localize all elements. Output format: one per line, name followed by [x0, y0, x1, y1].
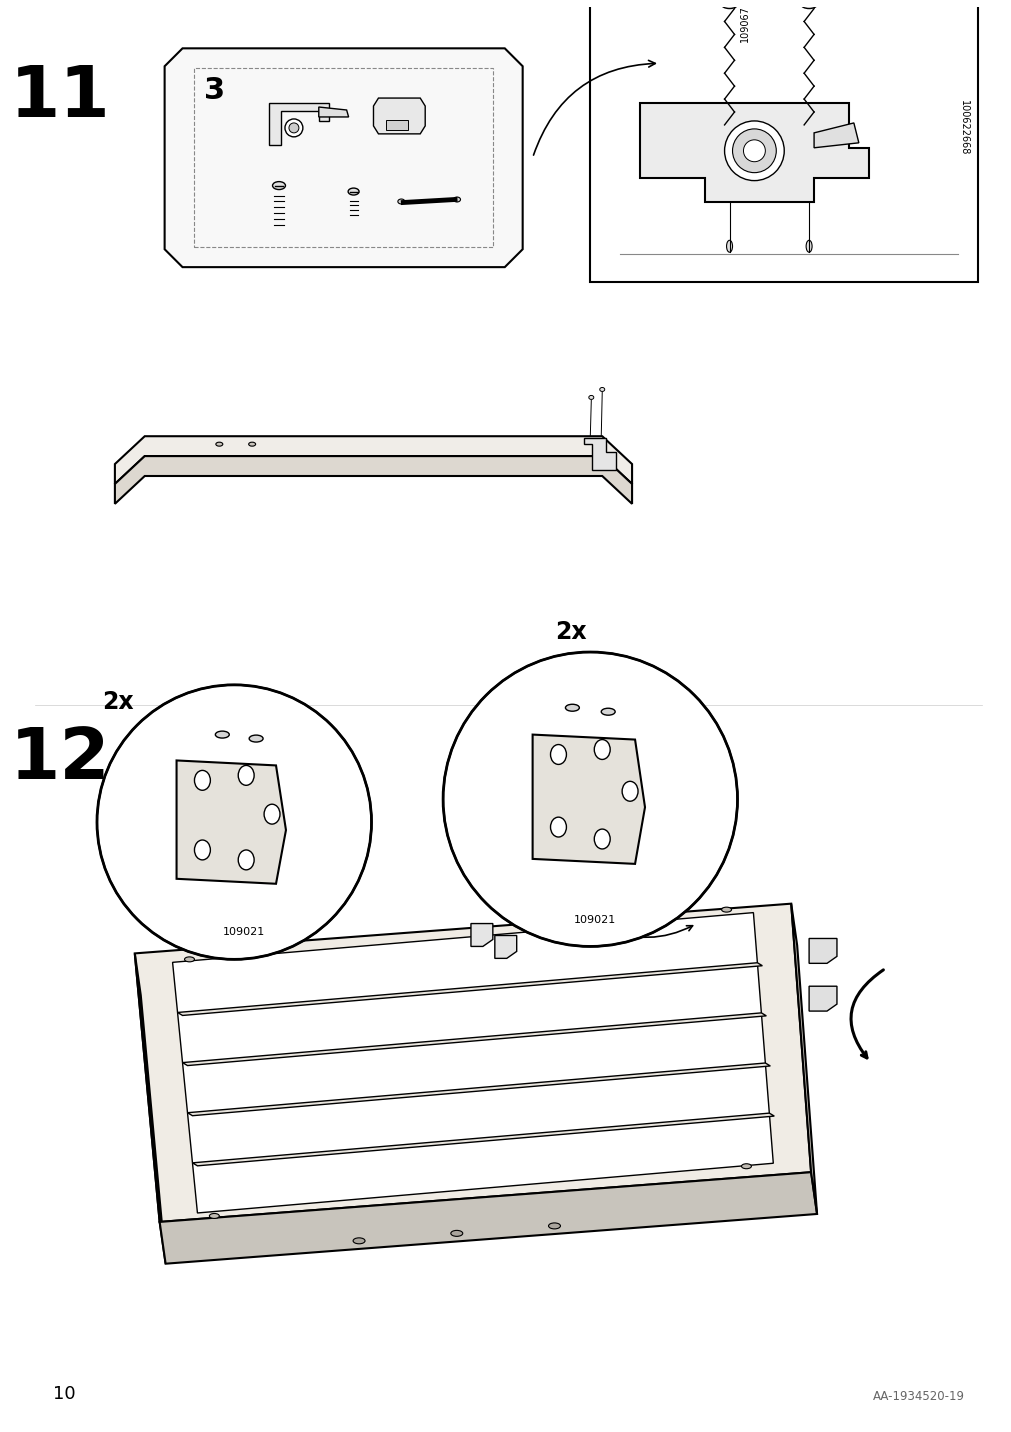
Ellipse shape: [565, 705, 578, 712]
Polygon shape: [583, 438, 616, 470]
Circle shape: [743, 140, 764, 162]
Ellipse shape: [238, 851, 254, 869]
Circle shape: [443, 652, 737, 947]
Ellipse shape: [600, 388, 605, 391]
Ellipse shape: [550, 818, 566, 838]
Polygon shape: [187, 1063, 769, 1116]
Polygon shape: [470, 924, 492, 947]
Ellipse shape: [215, 442, 222, 447]
Polygon shape: [160, 1173, 816, 1263]
Ellipse shape: [249, 735, 263, 742]
Text: 109021: 109021: [222, 928, 265, 938]
Text: 11: 11: [10, 63, 110, 132]
Circle shape: [289, 123, 298, 133]
Ellipse shape: [601, 709, 615, 715]
Ellipse shape: [622, 782, 637, 802]
Bar: [386, 120, 407, 130]
Text: 100622668: 100622668: [958, 100, 969, 156]
Ellipse shape: [450, 1230, 462, 1236]
Polygon shape: [791, 904, 816, 1214]
Ellipse shape: [353, 1237, 365, 1244]
Polygon shape: [177, 962, 761, 1015]
Text: AA-1934520-19: AA-1934520-19: [872, 1390, 964, 1403]
Ellipse shape: [249, 442, 256, 447]
Ellipse shape: [194, 770, 210, 790]
Ellipse shape: [397, 199, 404, 203]
Ellipse shape: [194, 841, 210, 859]
Polygon shape: [532, 735, 644, 863]
Ellipse shape: [348, 188, 359, 195]
Ellipse shape: [588, 395, 593, 400]
Polygon shape: [269, 103, 329, 145]
Polygon shape: [639, 103, 867, 202]
Polygon shape: [115, 437, 632, 484]
Ellipse shape: [184, 957, 194, 962]
Polygon shape: [115, 457, 632, 504]
Polygon shape: [494, 935, 517, 958]
Text: 109021: 109021: [573, 915, 616, 925]
Ellipse shape: [721, 906, 731, 912]
Ellipse shape: [272, 182, 285, 189]
Bar: [194, 69, 492, 248]
Ellipse shape: [593, 739, 610, 759]
Text: 2x: 2x: [102, 690, 133, 713]
Ellipse shape: [264, 805, 280, 823]
Text: 12: 12: [10, 725, 110, 793]
Circle shape: [724, 120, 784, 180]
Polygon shape: [173, 912, 772, 1213]
Polygon shape: [809, 938, 836, 964]
Text: 10: 10: [54, 1385, 76, 1403]
Polygon shape: [813, 123, 858, 147]
Ellipse shape: [209, 1213, 219, 1219]
Ellipse shape: [806, 241, 811, 252]
Bar: [589, 0, 978, 282]
Ellipse shape: [801, 0, 816, 9]
Polygon shape: [182, 1012, 765, 1065]
Text: 2x: 2x: [555, 620, 586, 644]
Ellipse shape: [721, 0, 737, 9]
Polygon shape: [318, 107, 348, 117]
Polygon shape: [134, 954, 166, 1263]
Polygon shape: [373, 97, 425, 133]
Circle shape: [732, 129, 775, 173]
Circle shape: [97, 684, 371, 959]
Circle shape: [285, 119, 302, 137]
Polygon shape: [165, 49, 522, 268]
Polygon shape: [192, 1113, 773, 1166]
Ellipse shape: [726, 241, 732, 252]
Polygon shape: [176, 760, 286, 884]
Polygon shape: [134, 904, 810, 1221]
Ellipse shape: [548, 1223, 560, 1229]
Polygon shape: [809, 987, 836, 1011]
Ellipse shape: [741, 1164, 751, 1169]
Ellipse shape: [238, 766, 254, 785]
Ellipse shape: [550, 745, 566, 765]
Ellipse shape: [215, 732, 229, 737]
Text: 109067: 109067: [739, 6, 749, 42]
Text: 3: 3: [203, 76, 224, 105]
Ellipse shape: [593, 829, 610, 849]
Ellipse shape: [453, 198, 460, 202]
FancyArrowPatch shape: [533, 60, 655, 155]
